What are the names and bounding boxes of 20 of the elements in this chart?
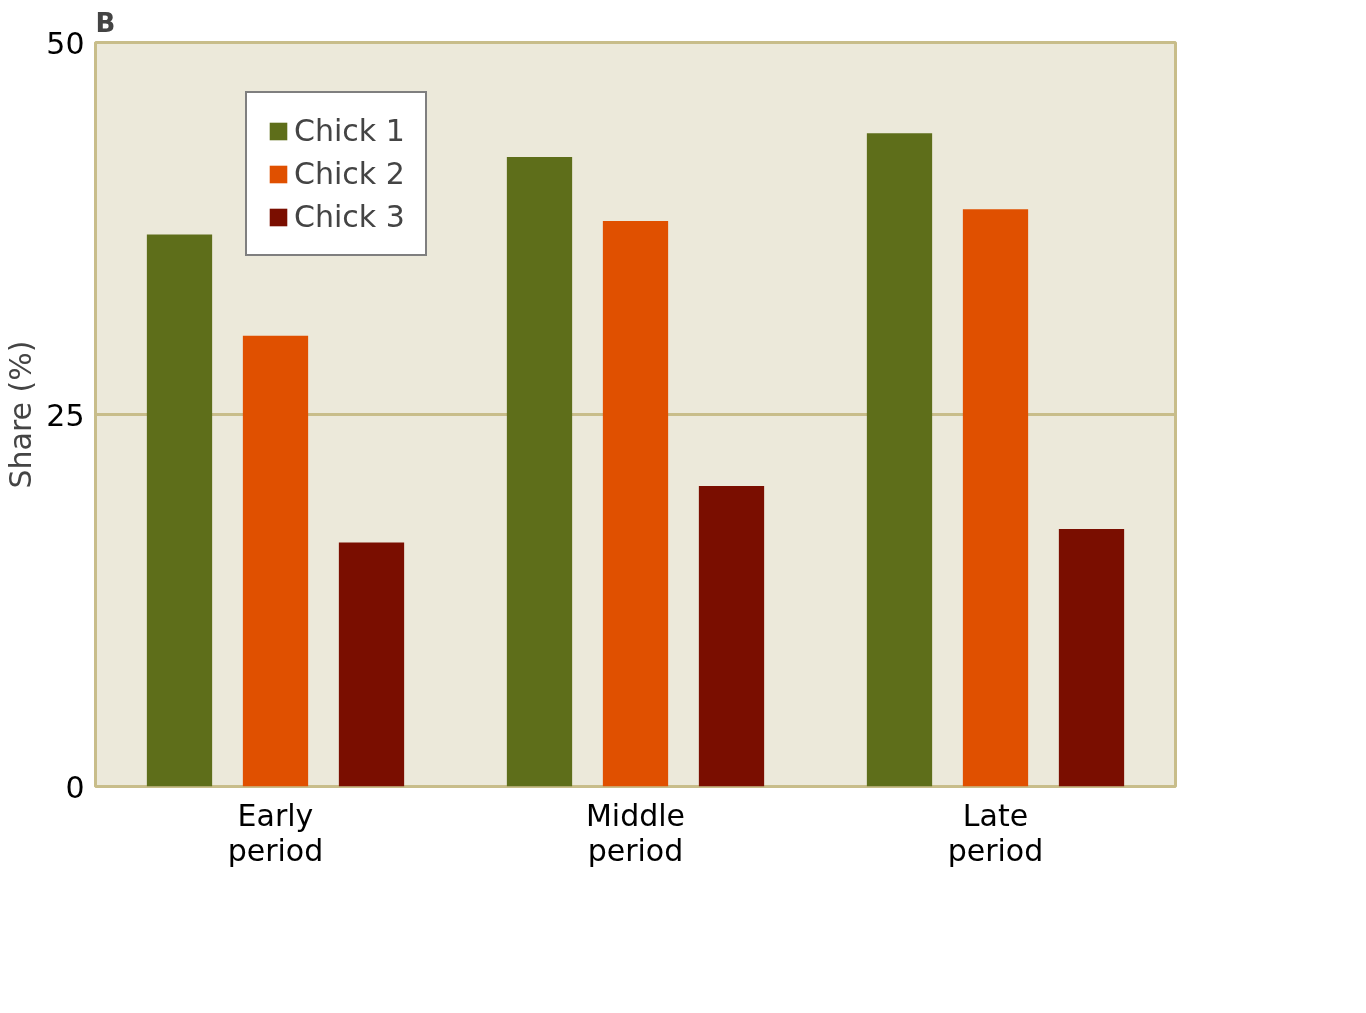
y-tick-label: 25	[46, 397, 85, 433]
bar	[506, 157, 573, 787]
bar	[338, 542, 405, 787]
y-tick-label: 50	[46, 25, 85, 61]
bar	[866, 133, 933, 787]
x-tick-label: Middle period	[585, 797, 686, 868]
bar	[698, 485, 765, 787]
bar	[146, 234, 213, 787]
y-tick-label: 0	[65, 769, 85, 805]
bar	[962, 209, 1029, 787]
x-tick-label: Late period	[947, 797, 1044, 868]
bar	[1058, 529, 1125, 787]
legend-label: Chick 2	[294, 156, 405, 191]
bar	[602, 221, 669, 787]
chart-title: B	[95, 7, 116, 38]
x-tick-label: Early period	[227, 797, 324, 868]
y-axis-title: Share (%)	[3, 340, 39, 489]
legend-label: Chick 3	[294, 199, 405, 234]
legend-label: Chick 1	[294, 113, 405, 148]
bar	[242, 335, 309, 787]
